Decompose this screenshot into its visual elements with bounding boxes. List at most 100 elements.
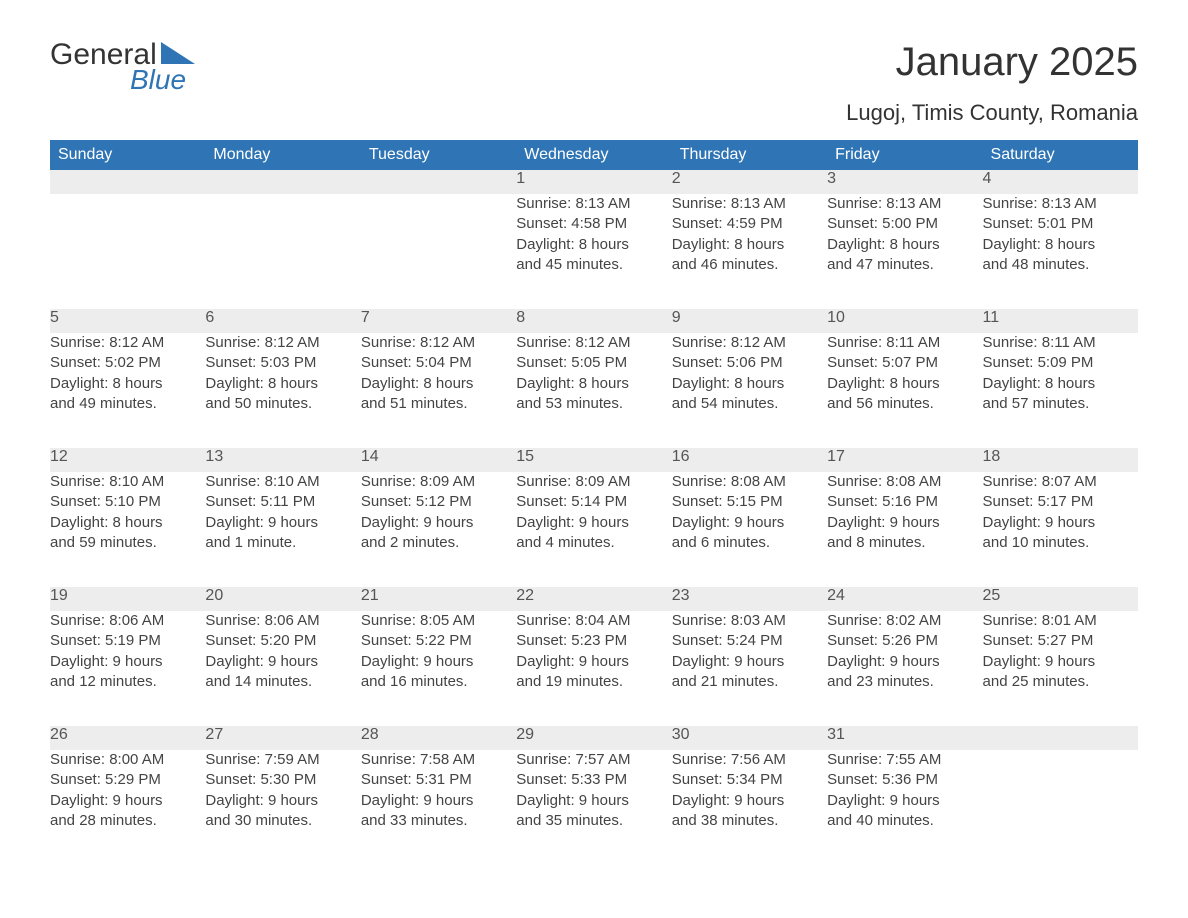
sunrise-text: Sunrise: 8:12 AM [361, 333, 516, 353]
sunset-text: Sunset: 5:33 PM [516, 770, 671, 790]
location: Lugoj, Timis County, Romania [50, 100, 1138, 126]
daylight-line1: Daylight: 9 hours [827, 791, 982, 811]
daylight-line1: Daylight: 8 hours [205, 374, 360, 394]
sunset-text: Sunset: 5:19 PM [50, 631, 205, 651]
daylight-line2: and 46 minutes. [672, 255, 827, 275]
daylight-line2: and 1 minute. [205, 533, 360, 553]
sunset-text: Sunset: 5:02 PM [50, 353, 205, 373]
day-number-cell: 10 [827, 309, 982, 333]
day-number-cell: 29 [516, 726, 671, 750]
day-number-cell: 4 [983, 170, 1138, 194]
sunset-text: Sunset: 4:59 PM [672, 214, 827, 234]
sunrise-text: Sunrise: 7:59 AM [205, 750, 360, 770]
day-detail-cell: Sunrise: 8:10 AMSunset: 5:10 PMDaylight:… [50, 472, 205, 587]
daylight-line2: and 25 minutes. [983, 672, 1138, 692]
day-number-cell: 15 [516, 448, 671, 472]
sunset-text: Sunset: 5:22 PM [361, 631, 516, 651]
daylight-line2: and 35 minutes. [516, 811, 671, 831]
day-detail-cell: Sunrise: 8:12 AMSunset: 5:04 PMDaylight:… [361, 333, 516, 448]
sunset-text: Sunset: 5:00 PM [827, 214, 982, 234]
day-detail-cell [50, 194, 205, 309]
day-detail-cell: Sunrise: 8:12 AMSunset: 5:06 PMDaylight:… [672, 333, 827, 448]
day-detail-cell: Sunrise: 8:12 AMSunset: 5:05 PMDaylight:… [516, 333, 671, 448]
daylight-line1: Daylight: 9 hours [50, 652, 205, 672]
sunset-text: Sunset: 5:20 PM [205, 631, 360, 651]
day-header: Saturday [983, 140, 1138, 170]
day-number-cell: 30 [672, 726, 827, 750]
day-number-cell: 7 [361, 309, 516, 333]
sunrise-text: Sunrise: 8:02 AM [827, 611, 982, 631]
day-detail-cell: Sunrise: 8:12 AMSunset: 5:03 PMDaylight:… [205, 333, 360, 448]
day-detail-cell: Sunrise: 8:07 AMSunset: 5:17 PMDaylight:… [983, 472, 1138, 587]
daylight-line1: Daylight: 9 hours [361, 652, 516, 672]
daylight-line2: and 23 minutes. [827, 672, 982, 692]
sunrise-text: Sunrise: 8:13 AM [983, 194, 1138, 214]
daylight-line2: and 59 minutes. [50, 533, 205, 553]
daylight-line1: Daylight: 8 hours [827, 374, 982, 394]
daylight-line1: Daylight: 9 hours [361, 791, 516, 811]
sunrise-text: Sunrise: 8:11 AM [827, 333, 982, 353]
daylight-line2: and 10 minutes. [983, 533, 1138, 553]
daylight-line2: and 8 minutes. [827, 533, 982, 553]
day-detail-cell [361, 194, 516, 309]
week-daynum-row: 12131415161718 [50, 448, 1138, 472]
week-detail-row: Sunrise: 8:00 AMSunset: 5:29 PMDaylight:… [50, 750, 1138, 835]
daylight-line1: Daylight: 8 hours [672, 374, 827, 394]
day-detail-cell: Sunrise: 8:13 AMSunset: 4:59 PMDaylight:… [672, 194, 827, 309]
day-number-cell: 13 [205, 448, 360, 472]
day-header: Monday [205, 140, 360, 170]
sunrise-text: Sunrise: 8:00 AM [50, 750, 205, 770]
page-title: January 2025 [896, 40, 1138, 85]
day-number-cell: 27 [205, 726, 360, 750]
sunset-text: Sunset: 5:09 PM [983, 353, 1138, 373]
sunrise-text: Sunrise: 7:56 AM [672, 750, 827, 770]
daylight-line1: Daylight: 9 hours [827, 652, 982, 672]
week-detail-row: Sunrise: 8:10 AMSunset: 5:10 PMDaylight:… [50, 472, 1138, 587]
daylight-line2: and 53 minutes. [516, 394, 671, 414]
day-detail-cell: Sunrise: 7:56 AMSunset: 5:34 PMDaylight:… [672, 750, 827, 835]
daylight-line2: and 33 minutes. [361, 811, 516, 831]
sunrise-text: Sunrise: 7:55 AM [827, 750, 982, 770]
day-number-cell: 9 [672, 309, 827, 333]
logo-word2: Blue [130, 66, 195, 94]
daylight-line2: and 45 minutes. [516, 255, 671, 275]
day-detail-cell: Sunrise: 8:11 AMSunset: 5:09 PMDaylight:… [983, 333, 1138, 448]
sunrise-text: Sunrise: 8:09 AM [361, 472, 516, 492]
sunrise-text: Sunrise: 8:10 AM [50, 472, 205, 492]
daylight-line1: Daylight: 9 hours [205, 513, 360, 533]
daylight-line1: Daylight: 9 hours [983, 513, 1138, 533]
week-detail-row: Sunrise: 8:12 AMSunset: 5:02 PMDaylight:… [50, 333, 1138, 448]
daylight-line2: and 56 minutes. [827, 394, 982, 414]
sunset-text: Sunset: 5:15 PM [672, 492, 827, 512]
week-daynum-row: 19202122232425 [50, 587, 1138, 611]
sunrise-text: Sunrise: 8:13 AM [516, 194, 671, 214]
sunrise-text: Sunrise: 8:09 AM [516, 472, 671, 492]
day-number-cell: 11 [983, 309, 1138, 333]
sunrise-text: Sunrise: 8:06 AM [205, 611, 360, 631]
daylight-line1: Daylight: 8 hours [672, 235, 827, 255]
daylight-line2: and 49 minutes. [50, 394, 205, 414]
day-detail-cell: Sunrise: 8:13 AMSunset: 4:58 PMDaylight:… [516, 194, 671, 309]
sunset-text: Sunset: 5:05 PM [516, 353, 671, 373]
sunset-text: Sunset: 5:03 PM [205, 353, 360, 373]
sunrise-text: Sunrise: 8:06 AM [50, 611, 205, 631]
daylight-line2: and 40 minutes. [827, 811, 982, 831]
day-detail-cell: Sunrise: 7:57 AMSunset: 5:33 PMDaylight:… [516, 750, 671, 835]
calendar-table: Sunday Monday Tuesday Wednesday Thursday… [50, 140, 1138, 835]
sunset-text: Sunset: 5:36 PM [827, 770, 982, 790]
day-number-cell: 2 [672, 170, 827, 194]
sunset-text: Sunset: 5:12 PM [361, 492, 516, 512]
day-number-cell: 6 [205, 309, 360, 333]
day-detail-cell: Sunrise: 8:09 AMSunset: 5:14 PMDaylight:… [516, 472, 671, 587]
sunset-text: Sunset: 5:17 PM [983, 492, 1138, 512]
day-detail-cell: Sunrise: 7:58 AMSunset: 5:31 PMDaylight:… [361, 750, 516, 835]
day-header: Sunday [50, 140, 205, 170]
sunset-text: Sunset: 5:10 PM [50, 492, 205, 512]
sunset-text: Sunset: 5:14 PM [516, 492, 671, 512]
day-detail-cell: Sunrise: 7:59 AMSunset: 5:30 PMDaylight:… [205, 750, 360, 835]
day-header: Wednesday [516, 140, 671, 170]
day-header: Tuesday [361, 140, 516, 170]
day-detail-cell: Sunrise: 8:00 AMSunset: 5:29 PMDaylight:… [50, 750, 205, 835]
sunset-text: Sunset: 5:07 PM [827, 353, 982, 373]
sunrise-text: Sunrise: 8:11 AM [983, 333, 1138, 353]
